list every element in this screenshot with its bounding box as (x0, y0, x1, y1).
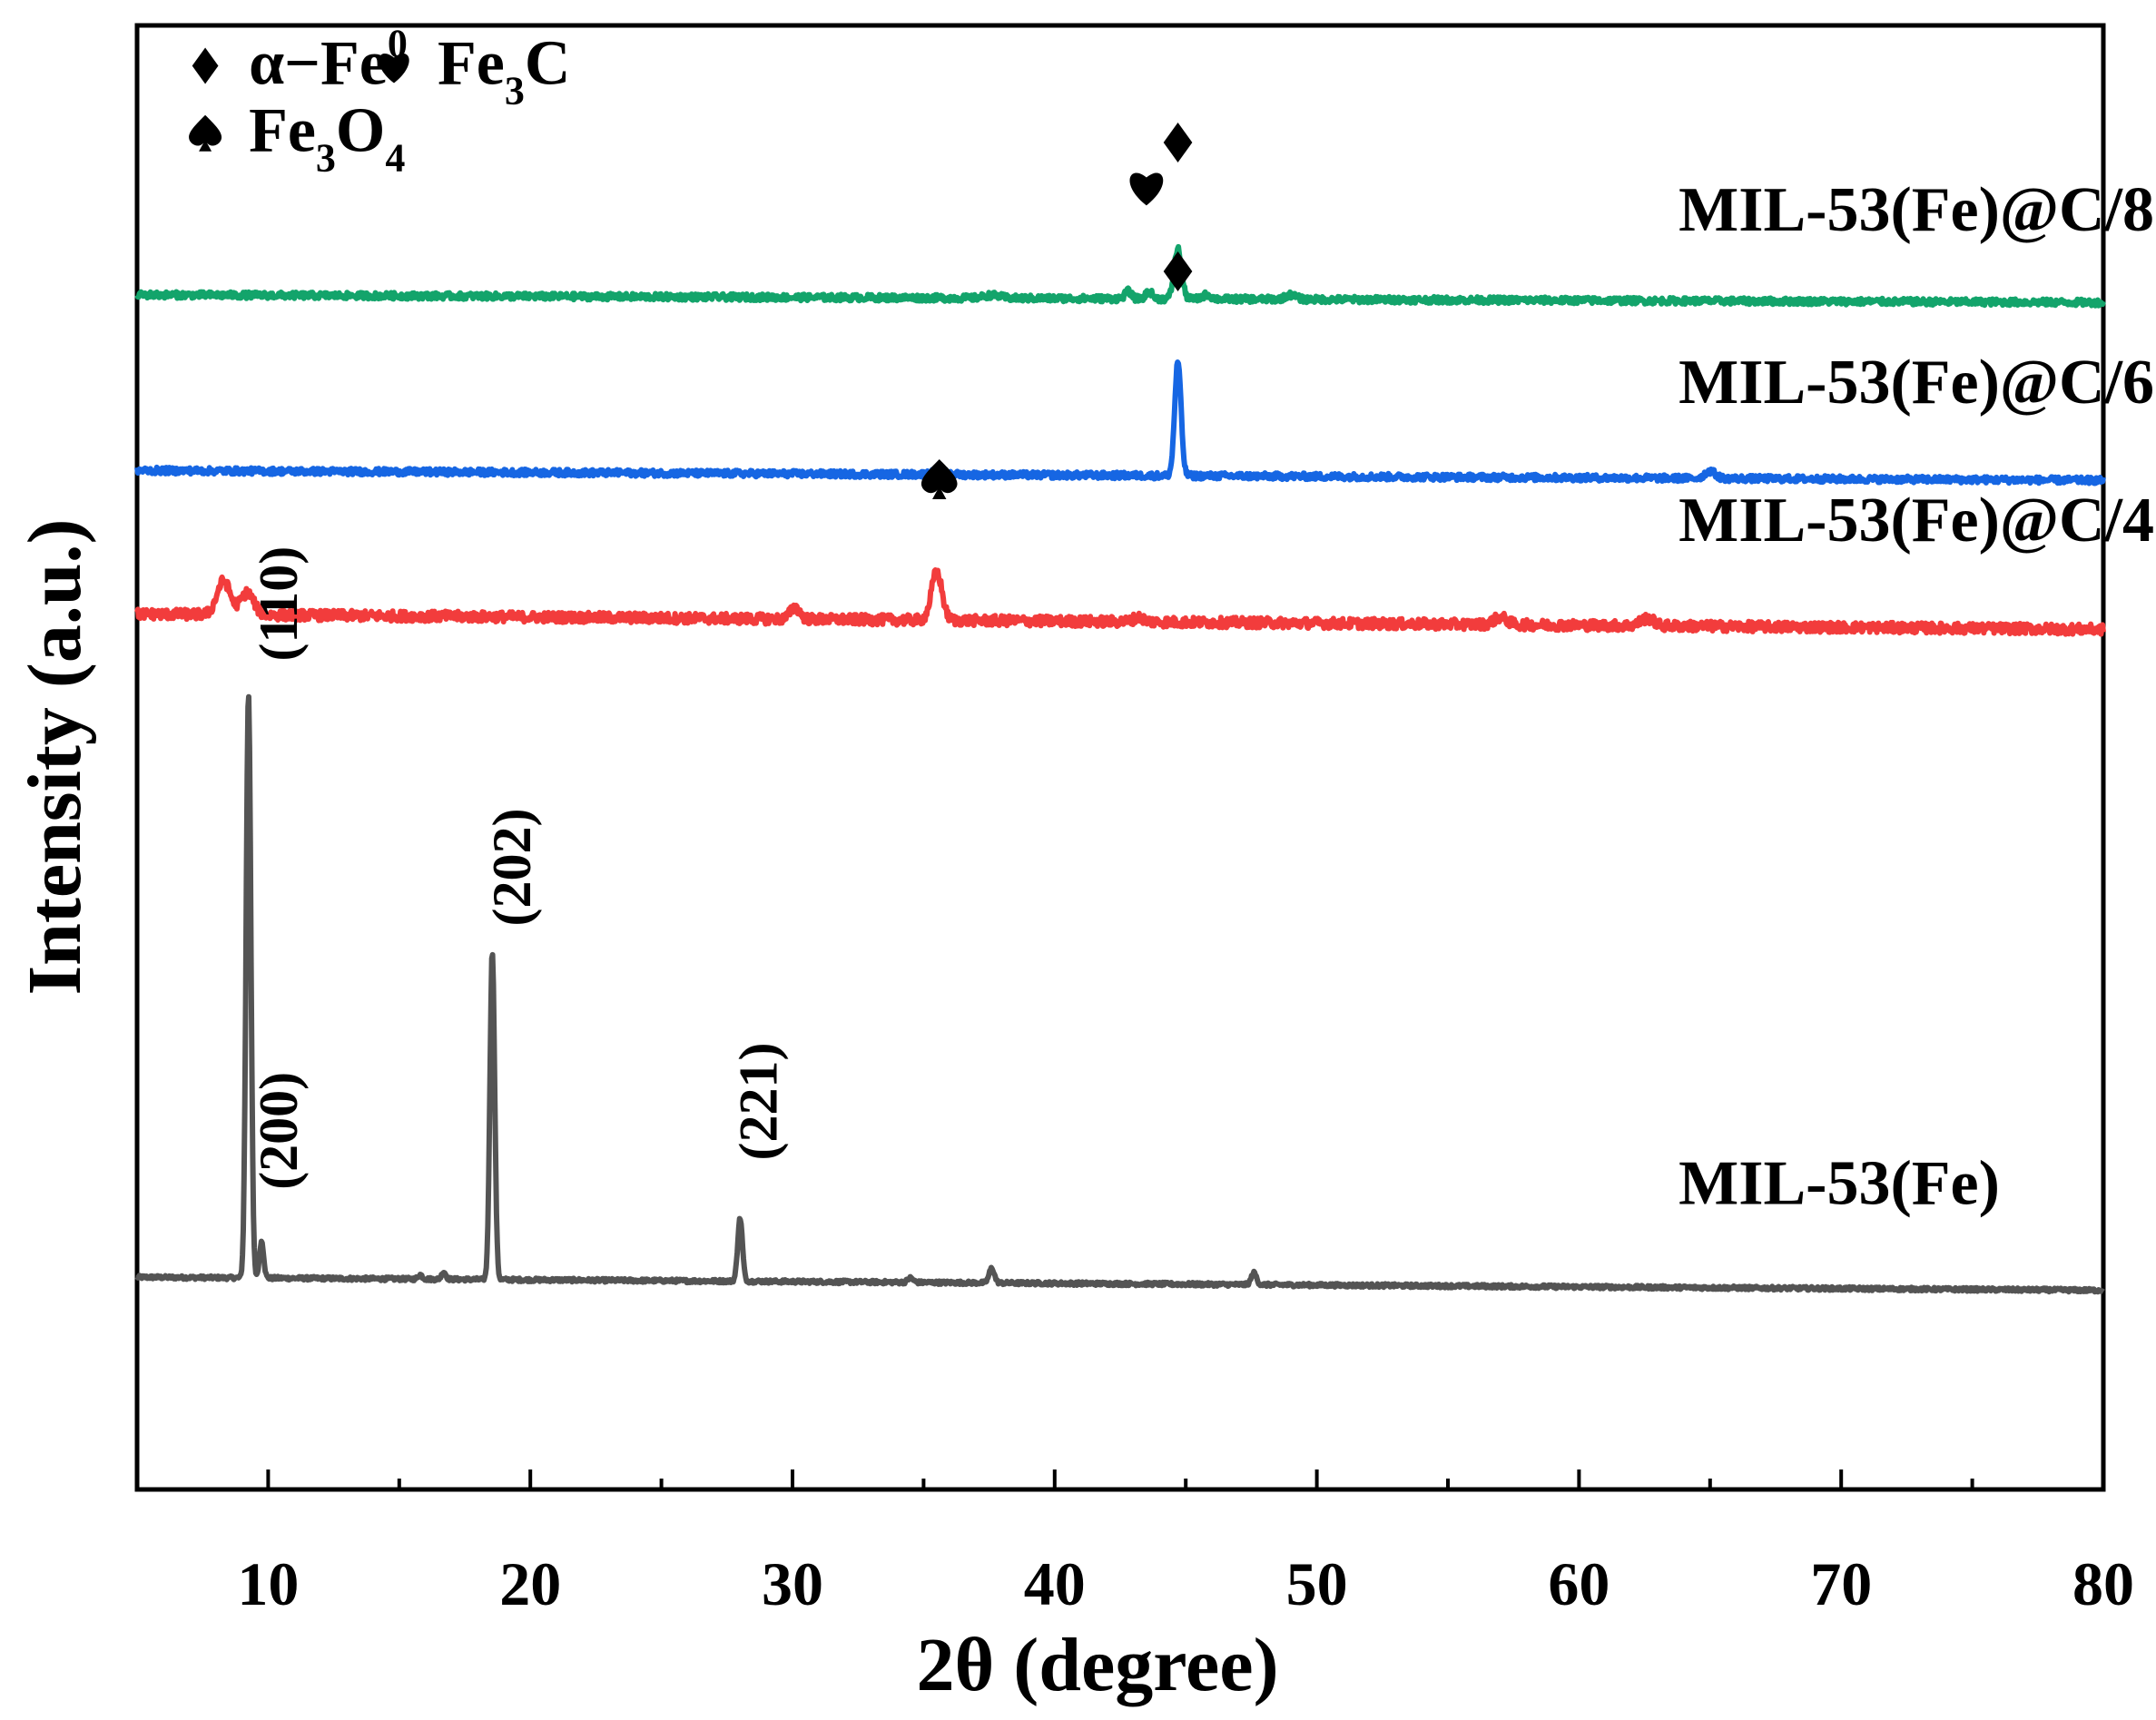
x-tick-label: 80 (2072, 1549, 2134, 1618)
x-axis: 10 20 30 40 50 60 70 80 (237, 1469, 2134, 1618)
peak-index-label: (110) (249, 546, 309, 662)
x-tick-label: 30 (762, 1549, 823, 1618)
legend-text-part: O (336, 96, 385, 166)
series-line-3 (134, 243, 2106, 309)
diamond-marker (1163, 123, 1193, 163)
legend-text-part: C (525, 29, 571, 99)
legend-text-part: 3 (316, 136, 336, 181)
series-line-1 (134, 567, 2106, 637)
legend-text-part: Fe (438, 29, 505, 99)
x-tick-label: 20 (499, 1549, 561, 1618)
legend-text-part: 4 (385, 136, 405, 181)
x-tick-label: 10 (237, 1549, 299, 1618)
annotations: MIL-53(Fe) MIL-53(Fe)@C/400°C MIL-53(Fe)@C… (189, 22, 2156, 1218)
legend-heart-icon (379, 53, 409, 84)
x-tick-label: 60 (1548, 1549, 1610, 1618)
legend-text-part: 3 (505, 69, 525, 113)
peak-index-label: (221) (729, 1043, 789, 1161)
spade-marker (920, 459, 958, 500)
diamond-marker (1163, 251, 1193, 291)
series-label: MIL-53(Fe)@C/400°C (1679, 486, 2156, 555)
y-axis-label: Intensity (a.u.) (13, 518, 97, 995)
series-label: MIL-53(Fe)@C/600°C (1679, 348, 2156, 418)
legend-entry: α−Fe0 (249, 22, 408, 99)
x-axis-label: 2θ (degree) (916, 1623, 1278, 1707)
series-label: MIL-53(Fe)@C/800°C (1679, 175, 2156, 245)
x-tick-label: 70 (1810, 1549, 1872, 1618)
legend-entry: Fe3C (438, 29, 570, 113)
x-tick-label: 40 (1024, 1549, 1086, 1618)
series-line-2 (134, 359, 2106, 487)
series-line-0 (134, 693, 2106, 1295)
series-label: MIL-53(Fe) (1679, 1148, 2000, 1218)
peak-index-label: (200) (249, 1072, 309, 1190)
plot-frame (134, 23, 2106, 1492)
legend-entry: Fe3O4 (249, 96, 405, 181)
heart-marker (1129, 172, 1164, 206)
peak-index-label: (202) (482, 808, 542, 926)
legend-text-part: Fe (249, 96, 316, 166)
legend-diamond-icon (192, 47, 219, 84)
series-layer (134, 243, 2106, 1295)
legend-text-part: α−Fe (249, 29, 388, 99)
x-tick-label: 50 (1286, 1549, 1348, 1618)
legend-spade-icon (189, 114, 222, 152)
